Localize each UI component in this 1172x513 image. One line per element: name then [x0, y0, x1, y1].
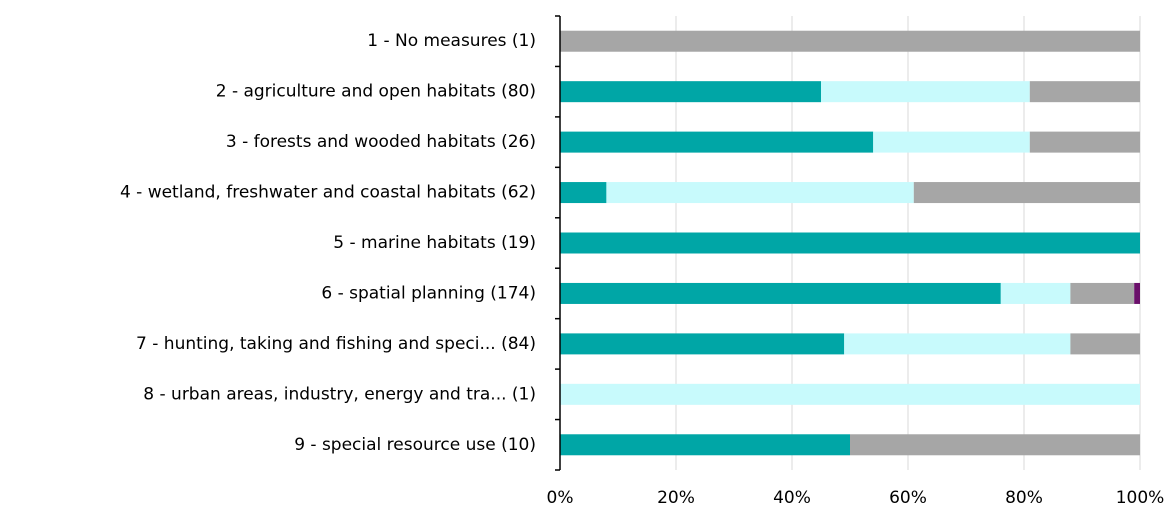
- bar-segment: [560, 131, 874, 153]
- y-tick-label: 4 - wetland, freshwater and coastal habi…: [120, 183, 536, 203]
- bar-segment: [1000, 282, 1071, 304]
- bar-segment: [560, 30, 1140, 52]
- bar-segment: [1134, 282, 1140, 304]
- y-tick-label: 8 - urban areas, industry, energy and tr…: [143, 384, 536, 404]
- bar-segment: [560, 232, 1140, 254]
- bar-segment: [560, 333, 845, 355]
- bar-segment: [560, 81, 821, 103]
- bar-segment: [873, 131, 1030, 153]
- x-tick-label: 100%: [1116, 488, 1165, 508]
- y-tick-label: 2 - agriculture and open habitats (80): [216, 82, 536, 102]
- bar-segment: [1070, 282, 1135, 304]
- bar-segment: [1029, 131, 1140, 153]
- bar-segment: [560, 383, 1140, 405]
- bar-segment: [606, 182, 914, 204]
- y-tick-label: 5 - marine habitats (19): [333, 233, 536, 253]
- bar-segment: [1070, 333, 1140, 355]
- y-tick-label: 6 - spatial planning (174): [321, 283, 536, 303]
- y-tick-label: 7 - hunting, taking and fishing and spec…: [136, 334, 536, 354]
- bar-segment: [1029, 81, 1140, 103]
- bar-segment: [913, 182, 1140, 204]
- bar-segment: [844, 333, 1071, 355]
- x-tick-label: 80%: [1005, 488, 1043, 508]
- bar-segment: [560, 434, 850, 456]
- x-tick-label: 0%: [547, 488, 574, 508]
- bar-segment: [850, 434, 1140, 456]
- x-tick-label: 40%: [773, 488, 811, 508]
- x-tick-label: 60%: [889, 488, 927, 508]
- bar-segment: [560, 182, 607, 204]
- bar-segment: [821, 81, 1030, 103]
- x-tick-label: 20%: [657, 488, 695, 508]
- bar-segment: [560, 282, 1001, 304]
- y-tick-label: 3 - forests and wooded habitats (26): [226, 132, 536, 152]
- y-tick-label: 1 - No measures (1): [367, 31, 536, 51]
- y-tick-label: 9 - special resource use (10): [294, 435, 536, 455]
